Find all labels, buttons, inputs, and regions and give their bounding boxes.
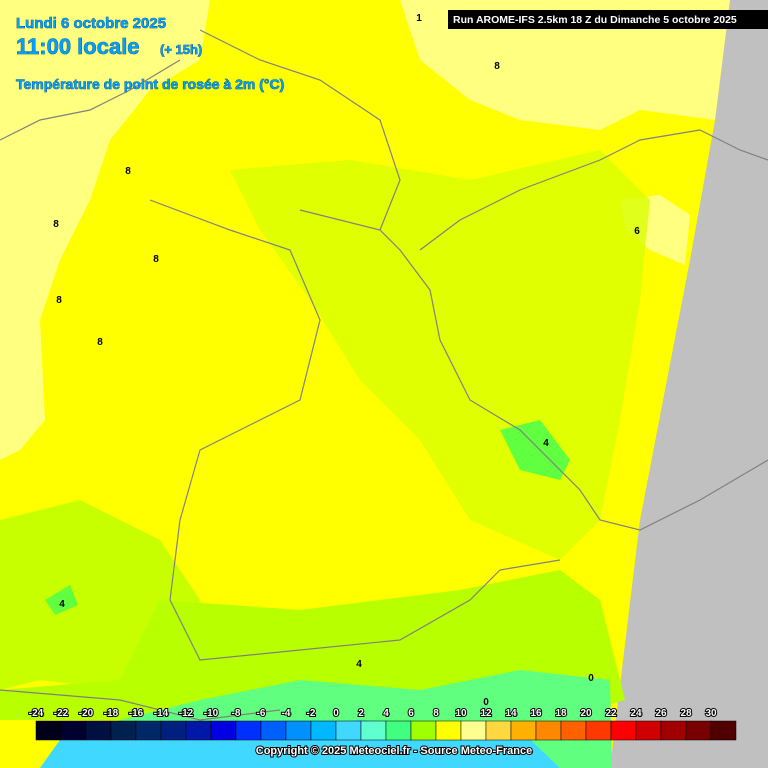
legend-swatch xyxy=(160,720,187,741)
legend-tick-label: -12 xyxy=(179,708,194,719)
border-line xyxy=(149,199,561,661)
legend-tick-label: 6 xyxy=(408,708,414,719)
legend-swatch xyxy=(560,720,587,741)
legend-tick-label: 16 xyxy=(530,708,542,719)
legend-tick-label: 8 xyxy=(433,708,439,719)
warm-humid-zone-north xyxy=(400,0,730,130)
legend-tick-label: -10 xyxy=(204,708,219,719)
legend-swatch xyxy=(110,720,137,741)
dry-patch-west xyxy=(45,585,78,615)
legend-tick-label: 12 xyxy=(480,708,492,719)
contour-label: 0 xyxy=(588,673,594,684)
legend-tick-label: -20 xyxy=(79,708,94,719)
legend-tick-label: -6 xyxy=(257,708,266,719)
contour-label: 4 xyxy=(356,659,362,670)
legend-swatch xyxy=(210,720,237,741)
legend-tick-label: 30 xyxy=(705,708,717,719)
border-line xyxy=(419,129,768,251)
legend-swatch xyxy=(185,720,212,741)
legend-tick-label: 26 xyxy=(655,708,667,719)
dry-patch-east xyxy=(500,420,570,480)
legend-swatch xyxy=(660,720,687,741)
legend-tick-label: 24 xyxy=(630,708,642,719)
border-line xyxy=(0,59,181,141)
legend-swatch xyxy=(285,720,312,741)
legend-tick-label: 0 xyxy=(333,708,339,719)
border-line xyxy=(0,689,281,721)
legend-swatch xyxy=(510,720,537,741)
legend-tick-label: 2 xyxy=(358,708,364,719)
legend-tick-label: 22 xyxy=(605,708,617,719)
contour-label: 6 xyxy=(634,226,640,237)
legend-tick-label: -24 xyxy=(29,708,44,719)
legend-tick-label: -8 xyxy=(232,708,241,719)
contour-label: 1 xyxy=(416,13,422,24)
legend-tick-label: -2 xyxy=(307,708,316,719)
legend-tick-label: 10 xyxy=(455,708,467,719)
legend-swatch xyxy=(235,720,262,741)
legend-swatch xyxy=(710,720,737,741)
legend-swatch xyxy=(60,720,87,741)
legend-swatch xyxy=(35,720,62,741)
legend-swatch xyxy=(535,720,562,741)
contour-label: 8 xyxy=(53,219,59,230)
contour-label: 4 xyxy=(59,599,65,610)
contour-label: 4 xyxy=(543,438,549,449)
legend-swatch xyxy=(585,720,612,741)
contour-label: 8 xyxy=(153,254,159,265)
contour-labels: 1 8 8 8 8 8 8 6 4 4 4 0 0 xyxy=(53,13,640,708)
legend-tick-label: -4 xyxy=(282,708,291,719)
legend-tick-label: 28 xyxy=(680,708,692,719)
legend-swatch xyxy=(460,720,487,741)
legend-swatch xyxy=(610,720,637,741)
out-of-domain xyxy=(610,0,768,768)
border-line xyxy=(299,209,768,531)
contour-label: 0 xyxy=(483,697,489,708)
forecast-time: 11:00 locale xyxy=(16,34,140,59)
legend-swatch xyxy=(360,720,387,741)
borders xyxy=(0,29,768,721)
legend-tick-label: 18 xyxy=(555,708,567,719)
legend-swatch xyxy=(635,720,662,741)
copyright: Copyright © 2025 Meteociel.fr - Source M… xyxy=(256,745,532,757)
run-banner xyxy=(448,10,768,29)
border-line xyxy=(199,29,401,231)
forecast-date: Lundi 6 octobre 2025 xyxy=(16,15,166,32)
legend-swatch xyxy=(310,720,337,741)
contour-label: 8 xyxy=(56,295,62,306)
forecast-lead: (+ 15h) xyxy=(160,42,202,57)
warm-humid-zone-west xyxy=(0,0,210,460)
legend-tick-label: -14 xyxy=(154,708,169,719)
legend-swatch xyxy=(385,720,412,741)
legend-tick-label: 4 xyxy=(383,708,389,719)
run-info: Run AROME-IFS 2.5km 18 Z du Dimanche 5 o… xyxy=(453,14,737,26)
legend-swatch xyxy=(435,720,462,741)
contour-label: 8 xyxy=(125,166,131,177)
legend-swatch xyxy=(485,720,512,741)
legend-tick-label: 14 xyxy=(505,708,517,719)
legend-swatch xyxy=(685,720,712,741)
legend-tick-label: -16 xyxy=(129,708,144,719)
parameter-title: Température de point de rosée à 2m (°C) xyxy=(16,76,284,92)
legend-swatch xyxy=(260,720,287,741)
legend-swatch xyxy=(335,720,362,741)
legend-swatch xyxy=(85,720,112,741)
legend: -24 -22 -20 -18 -16 -14 -12 -10 -8 -6 -4 -2 0 2 4 6 8 10 1… xyxy=(28,707,737,741)
contour-label: 8 xyxy=(494,61,500,72)
legend-tick-label: -18 xyxy=(104,708,119,719)
contour-label: 8 xyxy=(97,337,103,348)
legend-swatch xyxy=(410,720,437,741)
legend-tick-label: -22 xyxy=(54,708,69,719)
legend-swatch xyxy=(135,720,162,741)
legend-tick-label: 20 xyxy=(580,708,592,719)
